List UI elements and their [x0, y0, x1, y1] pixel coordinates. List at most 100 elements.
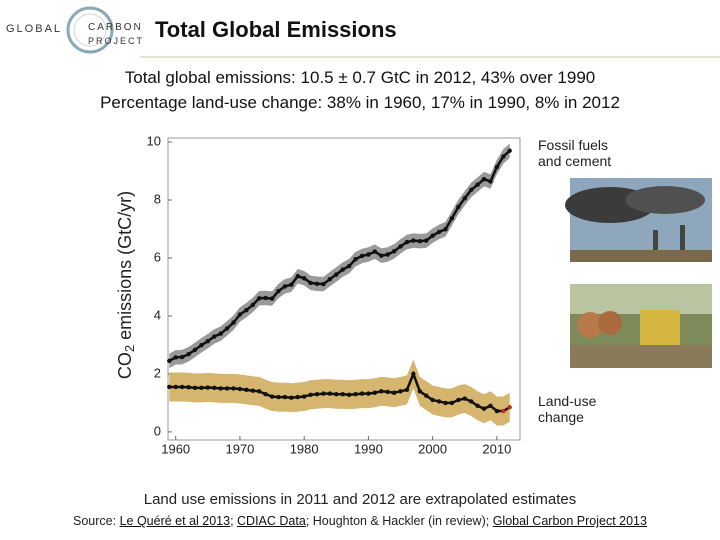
source-link[interactable]: CDIAC Data — [237, 514, 306, 528]
uncertainty-band — [169, 359, 510, 426]
subtitle: Total global emissions: 10.5 ± 0.7 GtC i… — [124, 68, 596, 87]
data-point — [250, 302, 255, 308]
data-point — [404, 387, 410, 393]
data-point — [443, 400, 448, 406]
data-point — [327, 276, 333, 282]
data-point — [359, 253, 365, 259]
y-tick-label: 0 — [154, 423, 161, 438]
data-point — [494, 408, 500, 414]
data-point — [417, 389, 422, 394]
data-point — [167, 358, 172, 364]
x-tick-label: 2000 — [418, 441, 447, 456]
data-point — [263, 392, 268, 397]
data-point — [244, 387, 249, 393]
x-tick-label: 1990 — [354, 441, 383, 456]
slide-title: Total Global Emissions — [155, 17, 397, 42]
x-tick-label: 1980 — [290, 441, 319, 456]
data-point — [488, 179, 493, 184]
logo-ring — [73, 13, 107, 47]
logo-text: GLOBAL — [6, 23, 63, 35]
data-point — [179, 384, 185, 390]
header-graphics — [66, 6, 720, 58]
source-link[interactable]: Global Carbon Project 2013 — [492, 514, 647, 528]
data-point — [398, 389, 403, 394]
data-point — [334, 272, 339, 277]
data-point — [430, 397, 435, 403]
data-point — [385, 252, 390, 257]
data-point — [192, 347, 198, 353]
y-axis-label: CO2 emissions (GtC/yr) — [115, 191, 138, 379]
y-tick-label: 6 — [154, 249, 161, 264]
data-point — [475, 403, 480, 409]
data-point — [385, 389, 390, 395]
y-tick-label: 2 — [154, 365, 161, 380]
data-point — [366, 252, 371, 257]
data-point — [501, 154, 506, 159]
subtitle: Percentage land-use change: 38% in 1960,… — [100, 93, 620, 112]
y-tick-label: 10 — [147, 133, 161, 148]
data-point — [224, 326, 230, 331]
data-point — [411, 371, 416, 377]
data-point — [250, 388, 255, 393]
data-point — [295, 394, 300, 400]
logo-text: PROJECT — [88, 36, 145, 46]
data-point — [353, 392, 358, 397]
data-point — [475, 182, 480, 187]
data-point — [462, 396, 467, 401]
data-point — [231, 320, 236, 325]
y-tick-label: 8 — [154, 191, 161, 206]
data-point — [237, 386, 243, 392]
data-point — [449, 216, 455, 221]
data-point — [257, 296, 262, 301]
data-point — [179, 354, 185, 360]
data-point — [372, 390, 378, 395]
legend-label: Land-use change — [538, 393, 597, 425]
data-point — [359, 391, 365, 396]
photo-logging — [570, 284, 712, 368]
y-tick-label: 4 — [154, 307, 161, 322]
y-label-part: CO — [115, 352, 135, 379]
data-point — [289, 282, 294, 287]
data-point — [167, 384, 172, 390]
data-point — [507, 148, 512, 153]
data-point — [424, 238, 429, 243]
data-point — [468, 187, 474, 193]
data-point — [507, 405, 512, 410]
data-point — [334, 392, 339, 397]
data-point — [231, 386, 236, 391]
y-label-part: emissions (GtC/yr) — [115, 191, 135, 345]
source-link[interactable]: Le Quéré et al 2013 — [119, 514, 231, 528]
data-point — [456, 397, 461, 403]
data-point — [276, 394, 281, 400]
data-point — [379, 253, 384, 258]
data-point — [340, 267, 345, 272]
data-point — [218, 386, 223, 391]
data-point — [436, 229, 442, 235]
logo-text: CARBON — [88, 22, 143, 33]
note: Land use emissions in 2011 and 2012 are … — [143, 491, 577, 508]
data-point — [186, 385, 191, 390]
data-point — [436, 399, 442, 404]
data-point — [481, 406, 487, 411]
data-point — [199, 385, 204, 391]
data-point — [340, 392, 345, 397]
data-point — [456, 204, 461, 210]
data-point — [199, 343, 204, 348]
x-tick-label: 1960 — [161, 441, 190, 456]
data-point — [488, 403, 493, 409]
data-point — [404, 239, 410, 245]
data-point — [205, 338, 211, 344]
data-point — [192, 385, 198, 391]
data-point — [391, 249, 397, 254]
source-text: ; Houghton & Hackler (in review); — [305, 514, 493, 528]
data-point — [308, 280, 313, 286]
data-point — [186, 352, 191, 357]
data-point — [301, 394, 307, 399]
data-point — [308, 392, 313, 397]
data-point — [289, 395, 294, 400]
data-point — [346, 263, 352, 269]
data-point — [430, 233, 435, 238]
data-point — [346, 392, 352, 397]
data-point — [212, 385, 217, 391]
data-point — [282, 394, 288, 400]
